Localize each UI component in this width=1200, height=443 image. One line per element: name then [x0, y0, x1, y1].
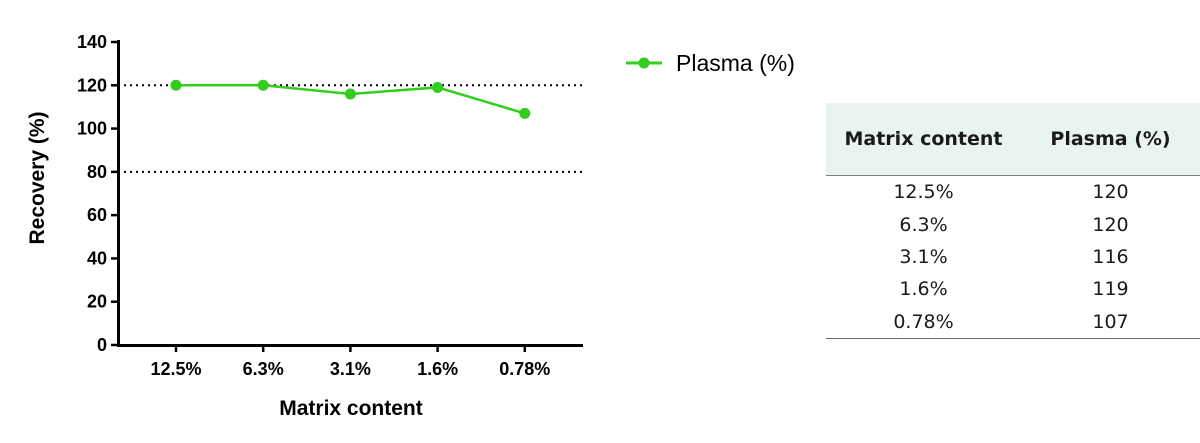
y-tick-label: 60: [87, 205, 107, 225]
table-header-matrix: Matrix content: [826, 103, 1021, 176]
table-cell: 12.5%: [893, 181, 954, 204]
table-cell: 3.1%: [899, 245, 948, 268]
legend-marker: [638, 57, 650, 69]
y-tick-label: 20: [87, 292, 107, 312]
x-tick-label: 1.6%: [417, 359, 458, 379]
table-cell: 107: [1021, 305, 1200, 339]
legend: Plasma (%): [626, 50, 795, 76]
data-point: [344, 88, 356, 100]
y-tick-label: 80: [87, 162, 107, 182]
table-row: 6.3% 120: [826, 208, 1200, 240]
table-cell: 116: [1092, 245, 1129, 268]
data-point: [519, 107, 531, 119]
table-row: 12.5% 120: [826, 176, 1200, 209]
y-axis-title: Recovery (%): [26, 111, 49, 244]
table-header-row: Matrix content Plasma (%): [826, 103, 1200, 176]
y-tick-label: 40: [87, 248, 107, 268]
x-tick-label: 12.5%: [150, 359, 201, 379]
table-cell: 119: [1092, 278, 1129, 301]
x-tick-label: 3.1%: [330, 359, 371, 379]
table-cell: 6.3%: [899, 213, 948, 236]
data-point: [257, 79, 269, 91]
x-tick-label: 6.3%: [243, 359, 284, 379]
table-cell: 1.6%: [899, 278, 948, 301]
table-header-plasma: Plasma (%): [1021, 103, 1200, 176]
table-cell: 0.78%: [826, 305, 1021, 339]
table-row: 0.78% 107: [826, 305, 1200, 339]
table-row: 1.6% 119: [826, 273, 1200, 305]
x-axis-title: Matrix content: [279, 397, 423, 420]
data-table: Matrix content Plasma (%) 12.5% 120 6.3%…: [826, 103, 1200, 339]
y-tick-label: 120: [77, 75, 107, 95]
x-tick-label: 0.78%: [499, 359, 550, 379]
y-tick-label: 0: [97, 335, 107, 355]
data-point: [432, 81, 444, 93]
y-tick-label: 100: [77, 119, 107, 139]
data-point: [170, 79, 182, 91]
table-cell: 120: [1092, 181, 1129, 204]
legend-label: Plasma (%): [676, 50, 795, 76]
table-row: 3.1% 116: [826, 241, 1200, 273]
table-cell: 120: [1092, 213, 1129, 236]
y-tick-label: 140: [77, 32, 107, 52]
